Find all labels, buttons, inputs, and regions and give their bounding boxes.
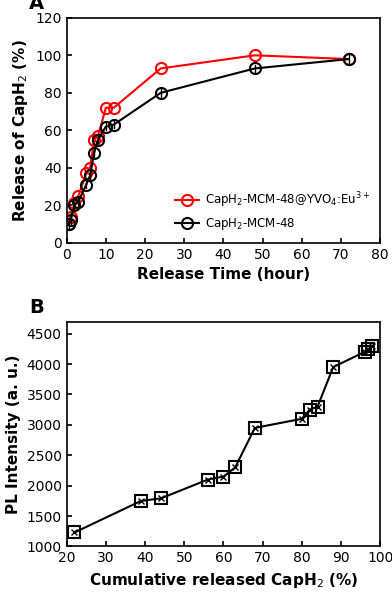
CapH$_2$-MCM-48@YVO$_4$:Eu$^{3+}$ [103,104,108,111]
CapH$_2$-MCM-48 [88,172,93,179]
CapH$_2$-MCM-48@YVO$_4$:Eu$^{3+}$ [68,213,73,220]
CapH$_2$-MCM-48@YVO$_4$:Eu$^{3+}$ [92,136,96,143]
CapH$_2$-MCM-48@YVO$_4$:Eu$^{3+}$ [66,220,71,228]
CapH$_2$-MCM-48@YVO$_4$:Eu$^{3+}$ [347,55,351,62]
CapH$_2$-MCM-48 [92,149,96,156]
CapH$_2$-MCM-48@YVO$_4$:Eu$^{3+}$ [252,52,257,59]
CapH$_2$-MCM-48 [347,55,351,62]
CapH$_2$-MCM-48@YVO$_4$:Eu$^{3+}$ [96,132,100,140]
Legend: CapH$_2$-MCM-48@YVO$_4$:Eu$^{3+}$, CapH$_2$-MCM-48: CapH$_2$-MCM-48@YVO$_4$:Eu$^{3+}$, CapH$… [171,186,374,237]
Y-axis label: PL Intensity (a. u.): PL Intensity (a. u.) [6,354,21,514]
Text: B: B [29,298,44,317]
CapH$_2$-MCM-48 [252,65,257,72]
CapH$_2$-MCM-48 [103,123,108,130]
CapH$_2$-MCM-48 [68,217,73,224]
CapH$_2$-MCM-48 [76,198,81,205]
Text: A: A [29,0,44,13]
CapH$_2$-MCM-48@YVO$_4$:Eu$^{3+}$ [72,200,77,207]
Line: CapH$_2$-MCM-48@YVO$_4$:Eu$^{3+}$: CapH$_2$-MCM-48@YVO$_4$:Eu$^{3+}$ [63,50,354,230]
CapH$_2$-MCM-48@YVO$_4$:Eu$^{3+}$ [84,170,89,177]
CapH$_2$-MCM-48 [96,136,100,143]
CapH$_2$-MCM-48 [72,202,77,209]
CapH$_2$-MCM-48@YVO$_4$:Eu$^{3+}$ [76,192,81,200]
CapH$_2$-MCM-48 [111,121,116,128]
CapH$_2$-MCM-48@YVO$_4$:Eu$^{3+}$ [158,65,163,72]
Y-axis label: Release of CapH$_2$ (%): Release of CapH$_2$ (%) [11,39,30,222]
CapH$_2$-MCM-48@YVO$_4$:Eu$^{3+}$ [88,164,93,171]
CapH$_2$-MCM-48 [66,220,71,228]
X-axis label: Cumulative released CapH$_2$ (%): Cumulative released CapH$_2$ (%) [89,571,358,590]
CapH$_2$-MCM-48@YVO$_4$:Eu$^{3+}$ [111,104,116,111]
CapH$_2$-MCM-48 [158,89,163,96]
X-axis label: Release Time (hour): Release Time (hour) [137,267,310,282]
CapH$_2$-MCM-48 [84,181,89,188]
Line: CapH$_2$-MCM-48: CapH$_2$-MCM-48 [63,53,354,230]
